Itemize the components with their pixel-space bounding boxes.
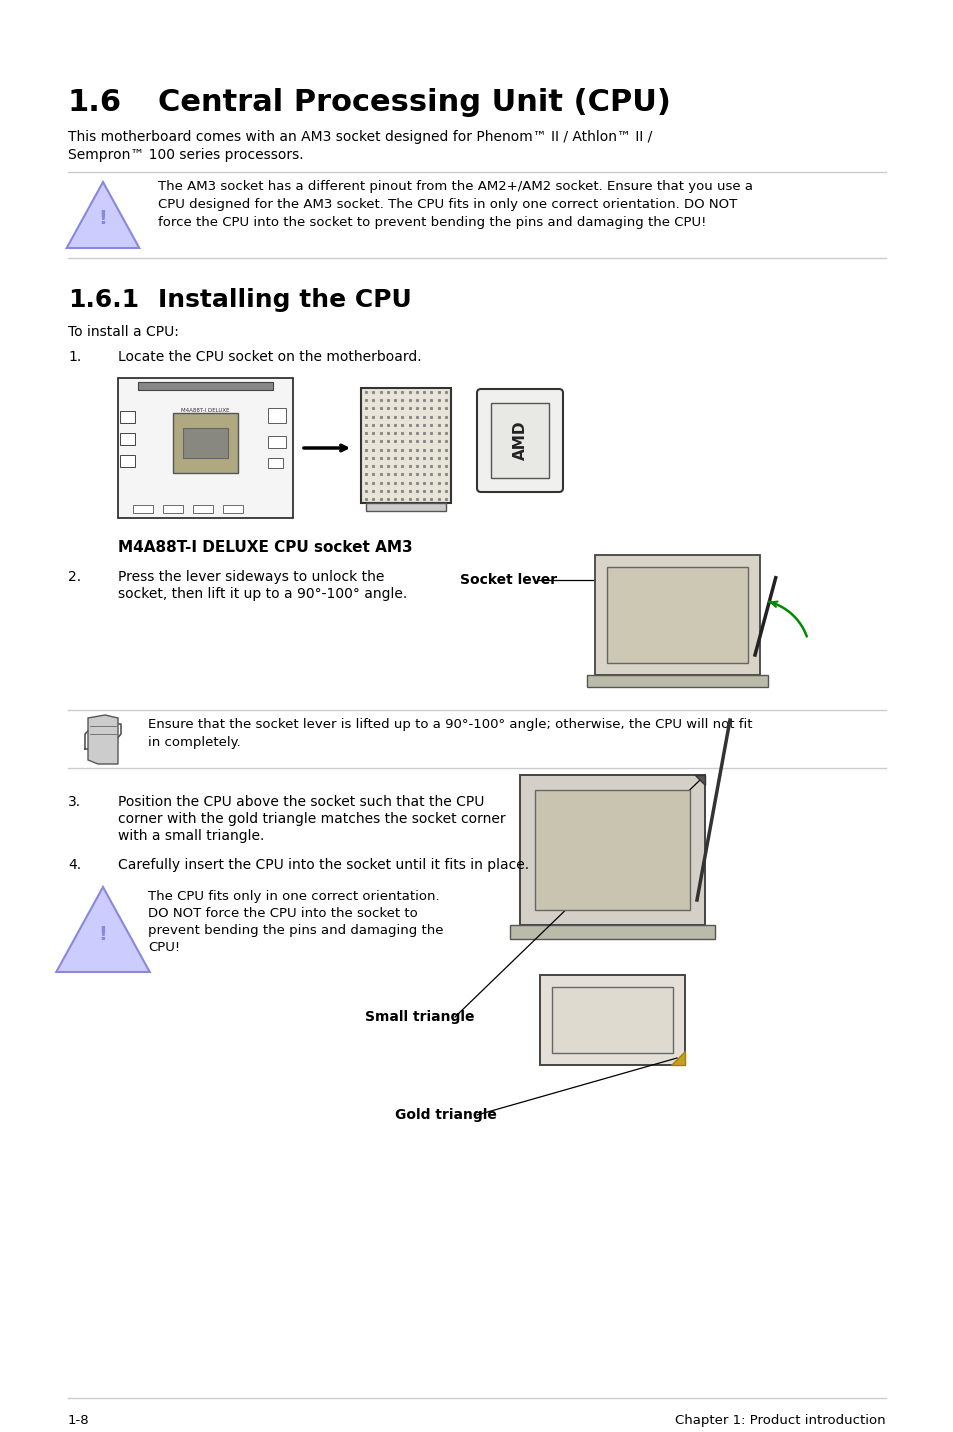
Text: Socket lever: Socket lever <box>459 573 557 587</box>
Bar <box>132 505 152 513</box>
Bar <box>366 503 446 511</box>
Polygon shape <box>88 715 118 765</box>
Text: This motherboard comes with an AM3 socket designed for Phenom™ II / Athlon™ II /: This motherboard comes with an AM3 socke… <box>68 130 652 145</box>
Text: 1.6.1: 1.6.1 <box>68 288 139 312</box>
Text: Sempron™ 100 series processors.: Sempron™ 100 series processors. <box>68 147 303 162</box>
Text: Gold triangle: Gold triangle <box>395 1108 497 1123</box>
Polygon shape <box>695 775 704 785</box>
Text: M4A88T-I DELUXE: M4A88T-I DELUXE <box>181 408 230 412</box>
Bar <box>606 567 747 663</box>
Polygon shape <box>67 182 139 248</box>
FancyBboxPatch shape <box>476 390 562 493</box>
Bar <box>183 428 228 458</box>
Text: Locate the CPU socket on the motherboard.: Locate the CPU socket on the motherboard… <box>118 349 421 364</box>
Text: 1.: 1. <box>68 349 81 364</box>
Text: Carefully insert the CPU into the socket until it fits in place.: Carefully insert the CPU into the socket… <box>118 858 529 872</box>
Text: The AM3 socket has a different pinout from the AM2+/AM2 socket. Ensure that you : The AM3 socket has a different pinout fr… <box>158 180 752 193</box>
Bar <box>510 925 714 939</box>
Bar <box>268 408 286 422</box>
Text: DO NOT force the CPU into the socket to: DO NOT force the CPU into the socket to <box>148 906 417 919</box>
Bar <box>491 402 548 478</box>
Text: 2.: 2. <box>68 570 81 584</box>
Text: !: ! <box>98 209 108 229</box>
Bar <box>118 378 293 518</box>
Text: Chapter 1: Product introduction: Chapter 1: Product introduction <box>675 1413 885 1428</box>
Text: 1.6: 1.6 <box>68 87 122 117</box>
Bar <box>360 388 451 503</box>
Bar <box>172 412 237 473</box>
Text: socket, then lift it up to a 90°-100° angle.: socket, then lift it up to a 90°-100° an… <box>118 587 407 601</box>
Bar <box>138 382 273 390</box>
Bar <box>535 790 689 909</box>
Polygon shape <box>56 886 150 972</box>
Bar <box>586 674 767 687</box>
Bar <box>193 505 213 513</box>
FancyBboxPatch shape <box>519 775 704 925</box>
Text: !: ! <box>98 925 108 944</box>
Text: To install a CPU:: To install a CPU: <box>68 325 179 339</box>
Text: Press the lever sideways to unlock the: Press the lever sideways to unlock the <box>118 570 384 584</box>
Bar <box>120 455 135 467</box>
Text: AMD: AMD <box>512 421 527 460</box>
Text: Position the CPU above the socket such that the CPU: Position the CPU above the socket such t… <box>118 795 484 809</box>
Bar <box>120 411 135 422</box>
Bar <box>268 435 286 448</box>
Text: CPU designed for the AM3 socket. The CPU fits in only one correct orientation. D: CPU designed for the AM3 socket. The CPU… <box>158 198 737 211</box>
Polygon shape <box>670 1051 684 1065</box>
Text: Installing the CPU: Installing the CPU <box>158 288 412 312</box>
Text: in completely.: in completely. <box>148 736 240 749</box>
Text: Central Processing Unit (CPU): Central Processing Unit (CPU) <box>158 87 670 117</box>
Text: 1-8: 1-8 <box>68 1413 90 1428</box>
Text: M4A88T-I DELUXE CPU socket AM3: M4A88T-I DELUXE CPU socket AM3 <box>118 540 413 556</box>
Text: 4.: 4. <box>68 858 81 872</box>
Text: CPU!: CPU! <box>148 941 180 954</box>
FancyBboxPatch shape <box>539 975 684 1065</box>
Text: Small triangle: Small triangle <box>365 1010 474 1024</box>
Bar <box>163 505 183 513</box>
Text: The CPU fits only in one correct orientation.: The CPU fits only in one correct orienta… <box>148 891 439 904</box>
Text: with a small triangle.: with a small triangle. <box>118 829 264 843</box>
Bar <box>268 458 283 468</box>
Text: Ensure that the socket lever is lifted up to a 90°-100° angle; otherwise, the CP: Ensure that the socket lever is lifted u… <box>148 717 752 730</box>
Text: force the CPU into the socket to prevent bending the pins and damaging the CPU!: force the CPU into the socket to prevent… <box>158 216 705 229</box>
Text: 3.: 3. <box>68 795 81 809</box>
Bar <box>552 987 672 1053</box>
Bar <box>120 432 135 445</box>
Text: prevent bending the pins and damaging the: prevent bending the pins and damaging th… <box>148 924 443 937</box>
FancyBboxPatch shape <box>595 556 760 674</box>
Text: corner with the gold triangle matches the socket corner: corner with the gold triangle matches th… <box>118 812 505 826</box>
Bar <box>223 505 243 513</box>
